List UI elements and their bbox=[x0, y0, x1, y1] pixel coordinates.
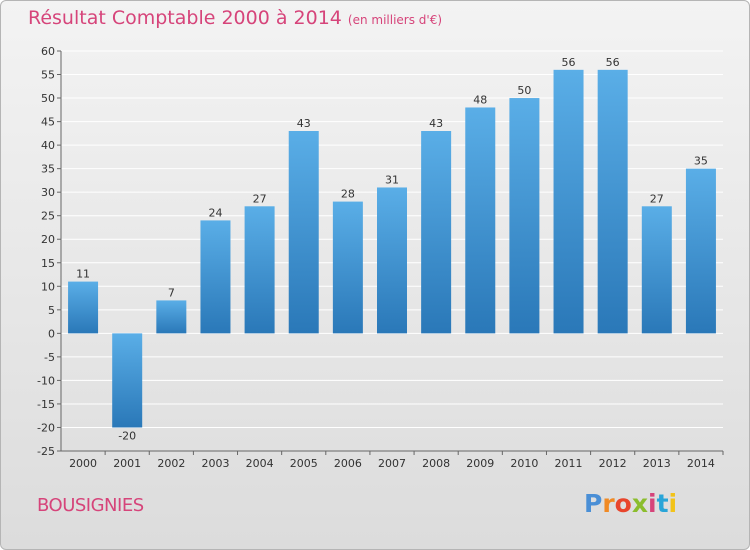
x-tick-label: 2004 bbox=[246, 457, 274, 470]
x-tick-label: 2013 bbox=[643, 457, 671, 470]
y-tick-label: -25 bbox=[37, 445, 55, 458]
logo-letter: i bbox=[668, 489, 678, 518]
y-tick-label: 40 bbox=[41, 139, 55, 152]
bars: 11 -20 7 24 27 43 28 31 43 48 50 56 56 27 35 bbox=[68, 56, 716, 442]
data-label-2004: 27 bbox=[253, 192, 267, 205]
x-tick-label: 2001 bbox=[113, 457, 141, 470]
data-label-2003: 24 bbox=[208, 206, 222, 219]
x-tick-label: 2000 bbox=[69, 457, 97, 470]
y-tick-label: -5 bbox=[44, 351, 55, 364]
data-label-2011: 56 bbox=[562, 56, 576, 69]
title-main: Résultat Comptable 2000 à 2014 bbox=[28, 7, 342, 29]
chart-title: Résultat Comptable 2000 à 2014 (en millie… bbox=[28, 7, 442, 29]
bar-2010 bbox=[509, 98, 540, 334]
x-tick-label: 2007 bbox=[378, 457, 406, 470]
data-label-2001: -20 bbox=[118, 429, 136, 442]
bar-2009 bbox=[465, 107, 496, 334]
data-label-2013: 27 bbox=[650, 192, 664, 205]
y-tick-label: 60 bbox=[41, 45, 55, 58]
bar-2001 bbox=[112, 333, 143, 428]
y-tick-label: 5 bbox=[48, 304, 55, 317]
x-tick-label: 2003 bbox=[201, 457, 229, 470]
title-unit: (en milliers d'€) bbox=[347, 13, 443, 27]
data-label-2005: 43 bbox=[297, 117, 311, 130]
y-tick-label: -10 bbox=[37, 374, 55, 387]
proxiti-logo[interactable]: Proxiti bbox=[584, 489, 677, 518]
x-tick-label: 2009 bbox=[466, 457, 494, 470]
logo-letter: o bbox=[614, 489, 632, 518]
y-tick-label: 30 bbox=[41, 186, 55, 199]
bar-2008 bbox=[421, 131, 452, 334]
logo-letter: P bbox=[584, 489, 603, 518]
bar-2014 bbox=[685, 168, 716, 334]
data-label-2000: 11 bbox=[76, 268, 90, 281]
y-tick-label: 45 bbox=[41, 116, 55, 129]
commune-name: BOUSIGNIES bbox=[37, 495, 144, 516]
y-tick-label: 20 bbox=[41, 233, 55, 246]
x-tick-label: 2005 bbox=[290, 457, 318, 470]
data-label-2008: 43 bbox=[429, 117, 443, 130]
y-tick-label: -15 bbox=[37, 398, 55, 411]
x-tick-label: 2011 bbox=[555, 457, 583, 470]
bar-2002 bbox=[156, 300, 187, 334]
bar-2007 bbox=[377, 187, 407, 334]
x-tick-label: 2008 bbox=[422, 457, 450, 470]
y-tick-label: 0 bbox=[48, 327, 55, 340]
y-tick-label: 50 bbox=[41, 92, 55, 105]
y-tick-label: 25 bbox=[41, 210, 55, 223]
x-tick-label: 2012 bbox=[599, 457, 627, 470]
data-label-2014: 35 bbox=[694, 155, 708, 168]
logo-letter: x bbox=[631, 489, 648, 518]
logo-letter: t bbox=[656, 489, 669, 518]
bar-2005 bbox=[288, 131, 319, 334]
x-tick-label: 2002 bbox=[157, 457, 185, 470]
x-tick-label: 2014 bbox=[687, 457, 715, 470]
x-tick-label: 2006 bbox=[334, 457, 362, 470]
y-tick-label: 10 bbox=[41, 280, 55, 293]
data-label-2002: 7 bbox=[168, 286, 175, 299]
y-tick-label: 35 bbox=[41, 163, 55, 176]
data-label-2010: 50 bbox=[517, 84, 531, 97]
data-label-2012: 56 bbox=[606, 56, 620, 69]
x-axis: 2000 2001 2002 2003 2004 2005 2006 2007 2008 2009… bbox=[61, 450, 724, 470]
bar-2004 bbox=[244, 206, 275, 334]
bar-2012 bbox=[597, 69, 628, 334]
logo-letter: i bbox=[648, 489, 657, 518]
data-label-2006: 28 bbox=[341, 188, 355, 201]
bar-2013 bbox=[641, 206, 672, 334]
y-tick-label: -20 bbox=[37, 421, 55, 434]
y-tick-label: 15 bbox=[41, 257, 55, 270]
x-tick-label: 2010 bbox=[510, 457, 538, 470]
bar-2000 bbox=[68, 281, 99, 334]
y-tick-label: 55 bbox=[41, 69, 55, 82]
bar-2006 bbox=[332, 201, 363, 334]
data-label-2009: 48 bbox=[473, 93, 487, 106]
data-label-2007: 31 bbox=[385, 173, 399, 186]
bar-2011 bbox=[553, 69, 584, 334]
logo-letter: r bbox=[602, 489, 615, 518]
bar-2003 bbox=[200, 220, 231, 334]
